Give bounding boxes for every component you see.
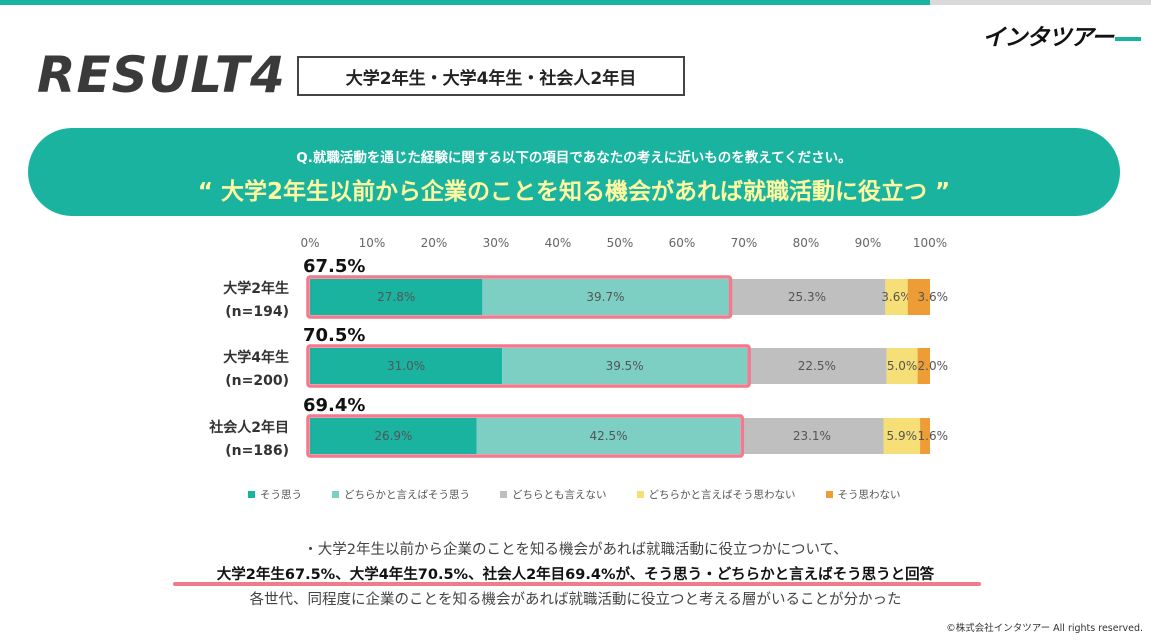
legend-item: そう思う [248,487,302,502]
data-label: 2.0% [918,359,949,373]
x-tick-label: 80% [793,236,820,250]
data-label: 22.5% [798,359,836,373]
bar-segment [885,279,908,315]
legend-swatch [500,491,507,498]
question-text: Q.就職活動を通じた経験に関する以下の項目であなたの考えに近いものを教えてくださ… [296,150,852,166]
agree-highlight-box [306,414,745,458]
summary-highlight-underline [173,582,981,586]
legend-label: どちらとも言えない [512,489,607,501]
chart-legend: そう思う どちらかと言えばそう思う どちらとも言えない どちらかと言えばそう思わない そ… [248,487,901,502]
x-tick-label: 70% [731,236,758,250]
page-title: RESULT4 [37,46,286,104]
data-label: 23.1% [793,429,831,443]
x-tick-label: 90% [855,236,882,250]
data-label: 1.6% [918,429,949,443]
top-gray-bar [930,0,1151,5]
data-label: 31.0% [387,359,425,373]
bar-segment [728,279,886,315]
data-label: 39.5% [606,359,644,373]
legend-label: そう思う [260,489,302,501]
copyright: ©株式会社インタツアー All rights reserved. [946,623,1143,634]
bar-segment [502,348,748,384]
data-label: 3.6% [918,290,949,304]
bar-segment [476,418,741,454]
top-accent-bar [0,0,930,5]
bar-segment [883,418,921,454]
data-label: 5.0% [887,359,918,373]
legend-swatch [636,491,644,498]
category-n-label: (n=200) [225,373,289,389]
agree-total-label: 69.4% [303,395,365,416]
x-tick-label: 30% [483,236,510,250]
legend-swatch [825,491,833,498]
summary-line-2: 大学2年生67.5%、大学4年生70.5%、社会人2年目69.4%が、そう思う・… [216,567,935,583]
legend-label: どちらかと言えばそう思わない [648,489,796,501]
bar-segment [310,348,503,384]
category-n-label: (n=186) [225,443,289,459]
bar-segment [310,418,477,454]
legend-item: どちらとも言えない [500,487,607,502]
agree-highlight-box [306,344,751,388]
data-label: 42.5% [589,429,627,443]
bar-segment [740,418,884,454]
category-label: 大学4年生 [223,349,289,366]
data-label: 25.3% [788,290,826,304]
data-label: 3.6% [881,290,912,304]
agree-highlight-box [306,275,733,319]
summary-line-1: ・大学2年生以前から企業のことを知る機会があれば就職活動に役立つかについて、 [303,542,848,558]
data-label: 39.7% [586,290,624,304]
data-label: 5.9% [887,429,918,443]
category-n-label: (n=194) [225,304,289,320]
x-tick-label: 20% [421,236,448,250]
bar-segment [886,348,918,384]
bar-segment [920,418,930,454]
legend-item: どちらかと言えばそう思う [332,487,470,502]
x-tick-label: 50% [607,236,634,250]
x-tick-label: 100% [913,236,947,250]
summary-line-3: 各世代、同程度に企業のことを知る機会があれば就職活動に役立つと考える層がいること… [249,592,902,608]
statement-text: “ 大学2年生以前から企業のことを知る機会があれば就職活動に役立つ ” [197,179,951,205]
agree-total-label: 70.5% [303,325,365,346]
category-label: 社会人2年目 [208,419,289,436]
legend-swatch [332,491,339,498]
legend-label: そう思わない [837,489,901,501]
category-label: 大学2年生 [223,280,289,297]
bar-segment [907,279,930,315]
legend-swatch [248,491,255,498]
question-banner: Q.就職活動を通じた経験に関する以下の項目であなたの考えに近いものを教えてくださ… [28,128,1120,216]
legend-label: どちらかと言えばそう思う [344,489,470,501]
x-tick-label: 40% [545,236,572,250]
bar-segment [310,279,483,315]
x-tick-label: 0% [300,236,319,250]
x-tick-label: 10% [359,236,386,250]
data-label: 26.9% [374,429,412,443]
agree-total-label: 67.5% [303,256,365,277]
legend-item: そう思わない [825,487,901,502]
bar-segment [482,279,729,315]
legend-item: どちらかと言えばそう思わない [636,487,796,502]
x-tick-label: 60% [669,236,696,250]
brand-logo: インタツアー [982,18,1141,52]
data-label: 27.8% [377,290,415,304]
bar-segment [917,348,930,384]
bar-segment [747,348,887,384]
group-label: 大学2年生・大学4年生・社会人2年目 [297,56,685,96]
